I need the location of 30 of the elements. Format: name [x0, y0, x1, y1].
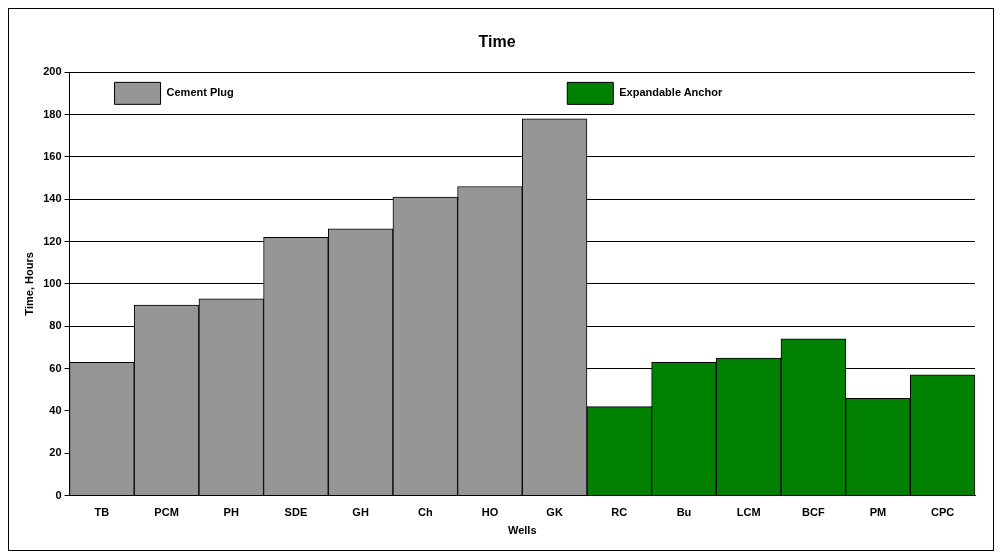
y-tick-label: 80 — [49, 319, 62, 332]
x-tick-label: GK — [546, 506, 563, 519]
x-tick-label: RC — [611, 506, 628, 519]
x-tick-label: PCM — [154, 506, 179, 519]
y-axis-title: Time, Hours — [22, 252, 35, 316]
y-tick-label: 20 — [49, 446, 62, 459]
legend-label: Expandable Anchor — [619, 86, 723, 99]
x-axis-title: Wells — [508, 524, 537, 537]
y-tick-label: 200 — [43, 65, 62, 78]
x-tick-label: Bu — [676, 506, 692, 519]
x-tick-label: PM — [869, 506, 887, 519]
legend-label: Cement Plug — [166, 86, 234, 99]
y-tick-label: 120 — [43, 234, 62, 247]
x-tick-label: HO — [481, 506, 499, 519]
y-tick-label: 40 — [49, 403, 62, 416]
y-tick-label: 60 — [49, 361, 62, 374]
x-tick-label: BCF — [802, 506, 825, 519]
x-tick-label: TB — [94, 506, 110, 519]
x-tick-label: Ch — [417, 506, 433, 519]
x-tick-label: SDE — [284, 506, 308, 519]
y-tick-label: 0 — [55, 488, 62, 501]
x-tick-label: PH — [223, 506, 239, 519]
y-tick-label: 100 — [43, 276, 62, 289]
x-tick-label: GH — [352, 506, 369, 519]
y-tick-label: 160 — [43, 149, 62, 162]
y-tick-label: 140 — [43, 192, 62, 205]
x-tick-label: CPC — [931, 506, 955, 519]
chart-title: Time — [478, 33, 516, 51]
x-tick-label: LCM — [736, 506, 761, 519]
y-tick-label: 180 — [43, 107, 62, 120]
